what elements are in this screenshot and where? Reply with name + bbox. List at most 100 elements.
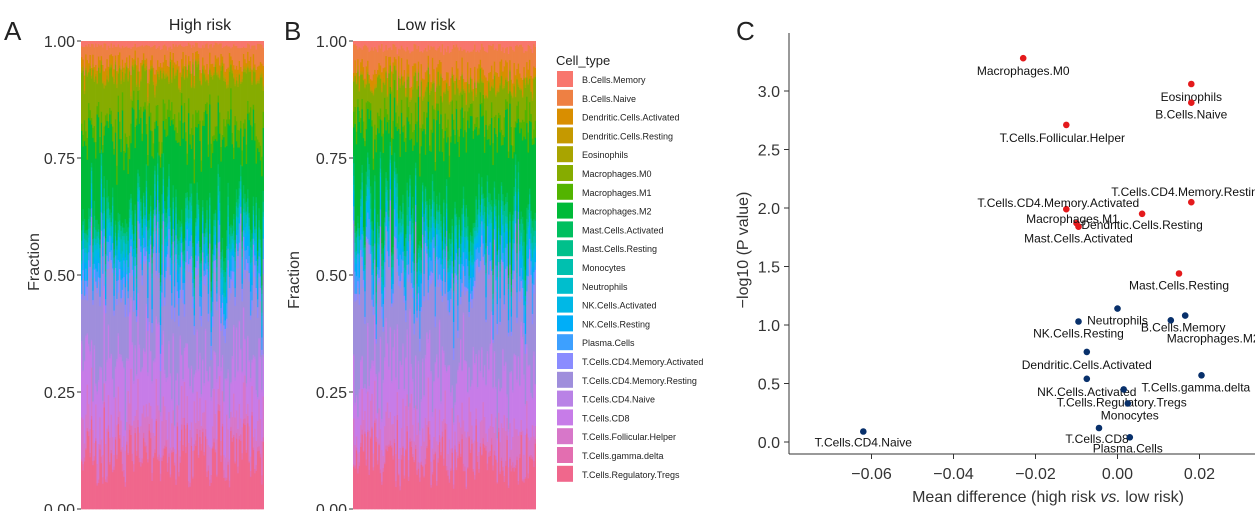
- stack-segment: [410, 393, 413, 442]
- stack-segment: [353, 220, 355, 224]
- stack-segment: [424, 133, 427, 155]
- stack-segment: [252, 238, 255, 245]
- stack-segment: [85, 54, 87, 67]
- stack-segment: [230, 56, 232, 61]
- stack-segment: [475, 92, 478, 95]
- stack-segment: [429, 256, 431, 276]
- stack-segment: [192, 52, 194, 60]
- stack-segment: [225, 276, 228, 291]
- stack-segment: [450, 395, 452, 449]
- stack-segment: [218, 41, 221, 44]
- stack-segment: [97, 243, 100, 253]
- stack-segment: [196, 42, 199, 52]
- stack-segment: [128, 429, 131, 510]
- stack-segment: [203, 265, 206, 271]
- stack-segment: [200, 443, 203, 451]
- stack-segment: [262, 357, 264, 397]
- stack-segment: [429, 219, 431, 232]
- stack-segment: [186, 75, 189, 77]
- stack-segment: [237, 69, 240, 81]
- stack-segment: [476, 265, 479, 387]
- stack-segment: [144, 255, 147, 264]
- stack-segment: [465, 204, 468, 209]
- stack-segment: [123, 227, 125, 234]
- stack-segment: [406, 73, 409, 77]
- stack-segment: [247, 189, 249, 199]
- stack-segment: [154, 190, 156, 197]
- stack-segment: [147, 375, 149, 417]
- stack-segment: [157, 456, 159, 460]
- stack-segment: [371, 245, 374, 252]
- stack-segment: [186, 250, 189, 265]
- stack-segment: [97, 381, 100, 445]
- stack-segment: [481, 77, 483, 81]
- stack-segment: [97, 379, 100, 382]
- stack-segment: [102, 152, 104, 197]
- stack-segment: [195, 440, 197, 446]
- stack-segment: [393, 41, 396, 45]
- stack-segment: [417, 360, 420, 365]
- stack-segment: [121, 463, 124, 472]
- stack-segment: [89, 354, 92, 429]
- stack-segment: [353, 72, 355, 79]
- stack-segment: [368, 189, 371, 196]
- stack-segment: [141, 368, 144, 414]
- stack-segment: [206, 372, 209, 439]
- stack-segment: [116, 304, 118, 359]
- stack-segment: [254, 356, 256, 359]
- stack-segment: [362, 230, 365, 236]
- stack-segment: [221, 256, 224, 270]
- stack-segment: [162, 396, 165, 449]
- stack-segment: [147, 154, 149, 166]
- stack-segment: [114, 236, 117, 242]
- stack-segment: [233, 434, 235, 438]
- stack-segment: [149, 437, 152, 510]
- stack-segment: [197, 368, 200, 372]
- stack-segment: [186, 264, 189, 344]
- stack-segment: [433, 80, 435, 83]
- stack-segment: [251, 82, 254, 85]
- stack-segment: [367, 157, 369, 177]
- stack-segment: [406, 190, 409, 216]
- stack-segment: [420, 247, 423, 251]
- stack-segment: [471, 242, 474, 256]
- stack-segment: [423, 213, 426, 222]
- stack-segment: [402, 126, 405, 133]
- stack-segment: [230, 48, 232, 57]
- stack-segment: [235, 215, 238, 218]
- stack-segment: [410, 244, 413, 253]
- stack-segment: [135, 41, 138, 48]
- stack-segment: [402, 41, 405, 49]
- stack-segment: [209, 41, 211, 45]
- stack-segment: [413, 76, 416, 131]
- stack-segment: [234, 380, 237, 418]
- stack-segment: [378, 132, 381, 226]
- stack-segment: [364, 410, 367, 432]
- stack-segment: [444, 281, 447, 294]
- stack-segment: [210, 396, 213, 401]
- stack-segment: [140, 461, 142, 467]
- stack-segment: [123, 241, 125, 255]
- stack-segment: [486, 245, 489, 255]
- stack-segment: [416, 317, 419, 322]
- stack-segment: [383, 286, 386, 299]
- stack-segment: [89, 428, 92, 453]
- stack-segment: [431, 57, 434, 81]
- stack-segment: [478, 230, 481, 253]
- stack-segment: [111, 205, 114, 219]
- stack-segment: [189, 217, 192, 224]
- stack-segment: [216, 58, 218, 72]
- stack-segment: [166, 225, 169, 242]
- stack-segment: [234, 81, 237, 85]
- stack-segment: [220, 258, 223, 268]
- stack-segment: [164, 71, 166, 76]
- stack-segment: [362, 78, 365, 80]
- stack-segment: [403, 271, 406, 277]
- stack-segment: [364, 41, 367, 45]
- stack-segment: [89, 277, 92, 352]
- stack-segment: [406, 182, 409, 191]
- stack-segment: [405, 309, 407, 323]
- stack-segment: [168, 81, 171, 85]
- stack-segment: [471, 41, 474, 52]
- stack-segment: [116, 424, 118, 455]
